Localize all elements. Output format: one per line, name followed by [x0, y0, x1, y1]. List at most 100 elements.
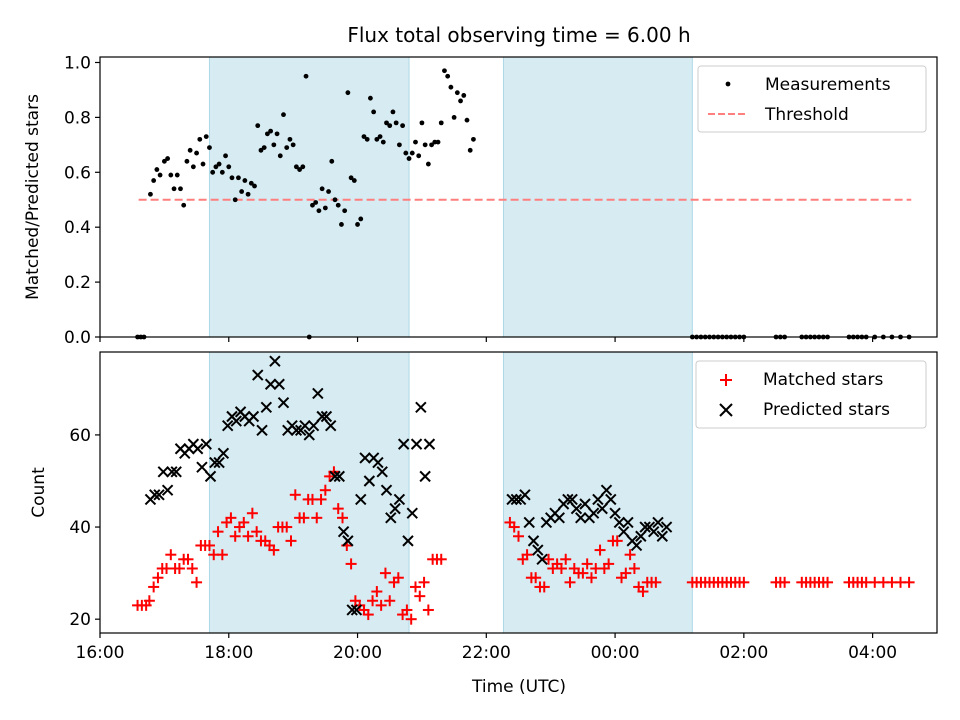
measurement-point: [355, 222, 360, 227]
measurement-point: [442, 68, 447, 74]
matched-star-point: [362, 609, 374, 621]
matched-star-point: [650, 576, 662, 588]
matched-star-point: [285, 535, 297, 547]
measurement-point: [429, 142, 434, 148]
measurement-point: [236, 175, 241, 181]
matched-star-point: [143, 595, 155, 607]
measurement-point: [284, 145, 290, 150]
measurement-point: [287, 136, 293, 142]
predicted-star-point: [635, 530, 647, 542]
measurement-point: [157, 172, 163, 178]
matched-star-point: [418, 576, 430, 588]
predicted-star-point: [166, 466, 178, 478]
plot-frame: [99, 56, 938, 338]
measurement-point: [390, 109, 396, 115]
measurement-point: [471, 136, 476, 142]
measurement-point: [281, 112, 286, 118]
predicted-star-point: [170, 466, 182, 478]
measurement-point: [300, 164, 306, 170]
predicted-star-point: [648, 525, 660, 538]
measurement-point: [384, 120, 389, 126]
matched-star-point: [229, 530, 241, 542]
observing-window-1: [208, 351, 410, 634]
matched-star-point: [246, 507, 258, 519]
predicted-star-point: [406, 507, 418, 519]
predicted-star-point: [312, 387, 324, 400]
measurement-point: [451, 114, 457, 120]
measurement-point: [290, 142, 296, 148]
predicted-star-point: [316, 410, 328, 423]
observing-window-2: [502, 56, 693, 338]
measurement-point: [461, 93, 467, 98]
ratio-shaded-intervals: [208, 56, 693, 338]
matched-star-point: [345, 558, 357, 570]
matched-star-point: [555, 563, 567, 575]
matched-star-point: [560, 553, 572, 565]
measurement-point: [377, 134, 383, 140]
measurement-point: [445, 73, 451, 79]
predicted-star-point: [269, 355, 281, 367]
measurement-point: [339, 222, 344, 227]
matched-star-point: [414, 590, 426, 602]
predicted-star-point: [536, 553, 548, 566]
matched-star-point: [422, 604, 434, 616]
matched-star-point: [191, 576, 203, 588]
matched-star-point: [530, 572, 542, 584]
predicted-star-point: [423, 438, 436, 450]
matched-star-point: [822, 576, 834, 588]
matched-star-point: [173, 563, 185, 575]
matched-star-point: [367, 595, 379, 607]
chart-title: Flux total observing time = 6.00 h: [347, 23, 690, 47]
predicted-star-point: [630, 539, 643, 552]
measurement-point: [316, 208, 322, 214]
measurement-point: [409, 150, 415, 156]
count-y-axis-label: Count: [29, 467, 49, 518]
predicted-star-point: [652, 516, 664, 529]
matched-star-point: [337, 512, 349, 524]
predicted-star-point: [609, 507, 621, 519]
predicted-star-point: [397, 438, 410, 450]
matched-star-point: [603, 558, 615, 570]
legend-predicted-label: Predicted stars: [763, 400, 890, 420]
measurement-point: [252, 183, 257, 189]
measurement-point: [258, 147, 264, 153]
legend-threshold-label: Threshold: [764, 105, 849, 125]
predicted-star-point: [385, 512, 397, 524]
predicted-star-point: [329, 470, 341, 483]
matched-star-point: [779, 576, 791, 588]
measurement-point: [293, 164, 299, 170]
measurement-point: [197, 136, 203, 142]
measurement-point: [194, 150, 199, 156]
measurement-point: [200, 161, 206, 167]
matched-star-point: [738, 576, 750, 588]
predicted-star-point: [553, 512, 565, 524]
x-tick-label: 02:00: [719, 643, 768, 663]
predicted-star-point: [342, 535, 354, 547]
count-shaded-intervals: [208, 351, 693, 634]
matched-star-point: [281, 521, 293, 533]
matched-stars-points: [132, 466, 915, 625]
measurement-point: [406, 156, 412, 161]
measurement-point: [361, 134, 367, 140]
predicted-star-point: [204, 470, 217, 483]
matched-star-point: [409, 581, 421, 593]
matched-star-point: [401, 604, 413, 616]
matched-star-point: [392, 572, 404, 584]
predicted-star-point: [656, 530, 668, 542]
predicted-star-point: [380, 484, 393, 496]
predicted-star-point: [639, 521, 651, 533]
measurement-point: [297, 167, 302, 172]
matched-star-point: [152, 572, 164, 584]
measurement-point: [239, 189, 245, 194]
measurement-point: [387, 123, 393, 129]
y-tick-label: 1.0: [64, 53, 91, 73]
matched-star-point: [203, 539, 215, 551]
matched-star-point: [620, 567, 632, 579]
measurement-point: [154, 167, 160, 172]
measurement-point: [271, 142, 277, 148]
predicted-star-point: [359, 452, 371, 464]
matched-star-point: [508, 521, 520, 533]
measurement-point: [368, 95, 373, 101]
legend-measurements-label: Measurements: [765, 75, 891, 95]
